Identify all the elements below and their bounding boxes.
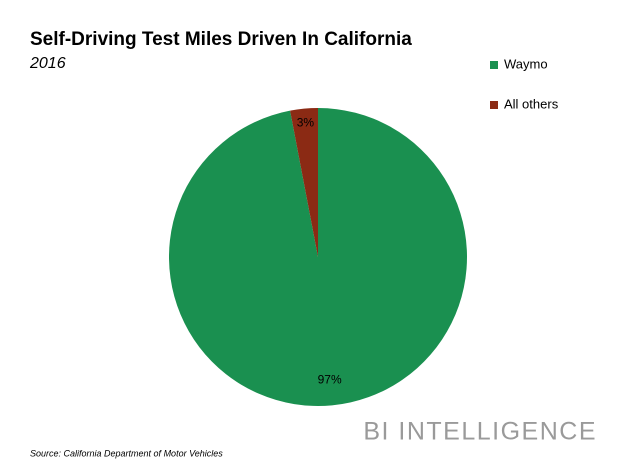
pie-slice <box>168 108 467 406</box>
brand: BI INTELLIGENCE <box>363 418 597 446</box>
legend-label: All others <box>504 96 559 111</box>
legend-label: Waymo <box>504 56 548 71</box>
source: Source: California Department of Motor V… <box>30 448 223 458</box>
chart-title: Self-Driving Test Miles Driven In Califo… <box>30 29 412 50</box>
chart-subtitle: 2016 <box>29 55 66 72</box>
pie-slice <box>290 108 318 257</box>
legend-swatch <box>490 61 498 69</box>
data-label: 3% <box>297 116 315 130</box>
legend-swatch <box>490 101 498 109</box>
data-label: 97% <box>318 372 342 386</box>
